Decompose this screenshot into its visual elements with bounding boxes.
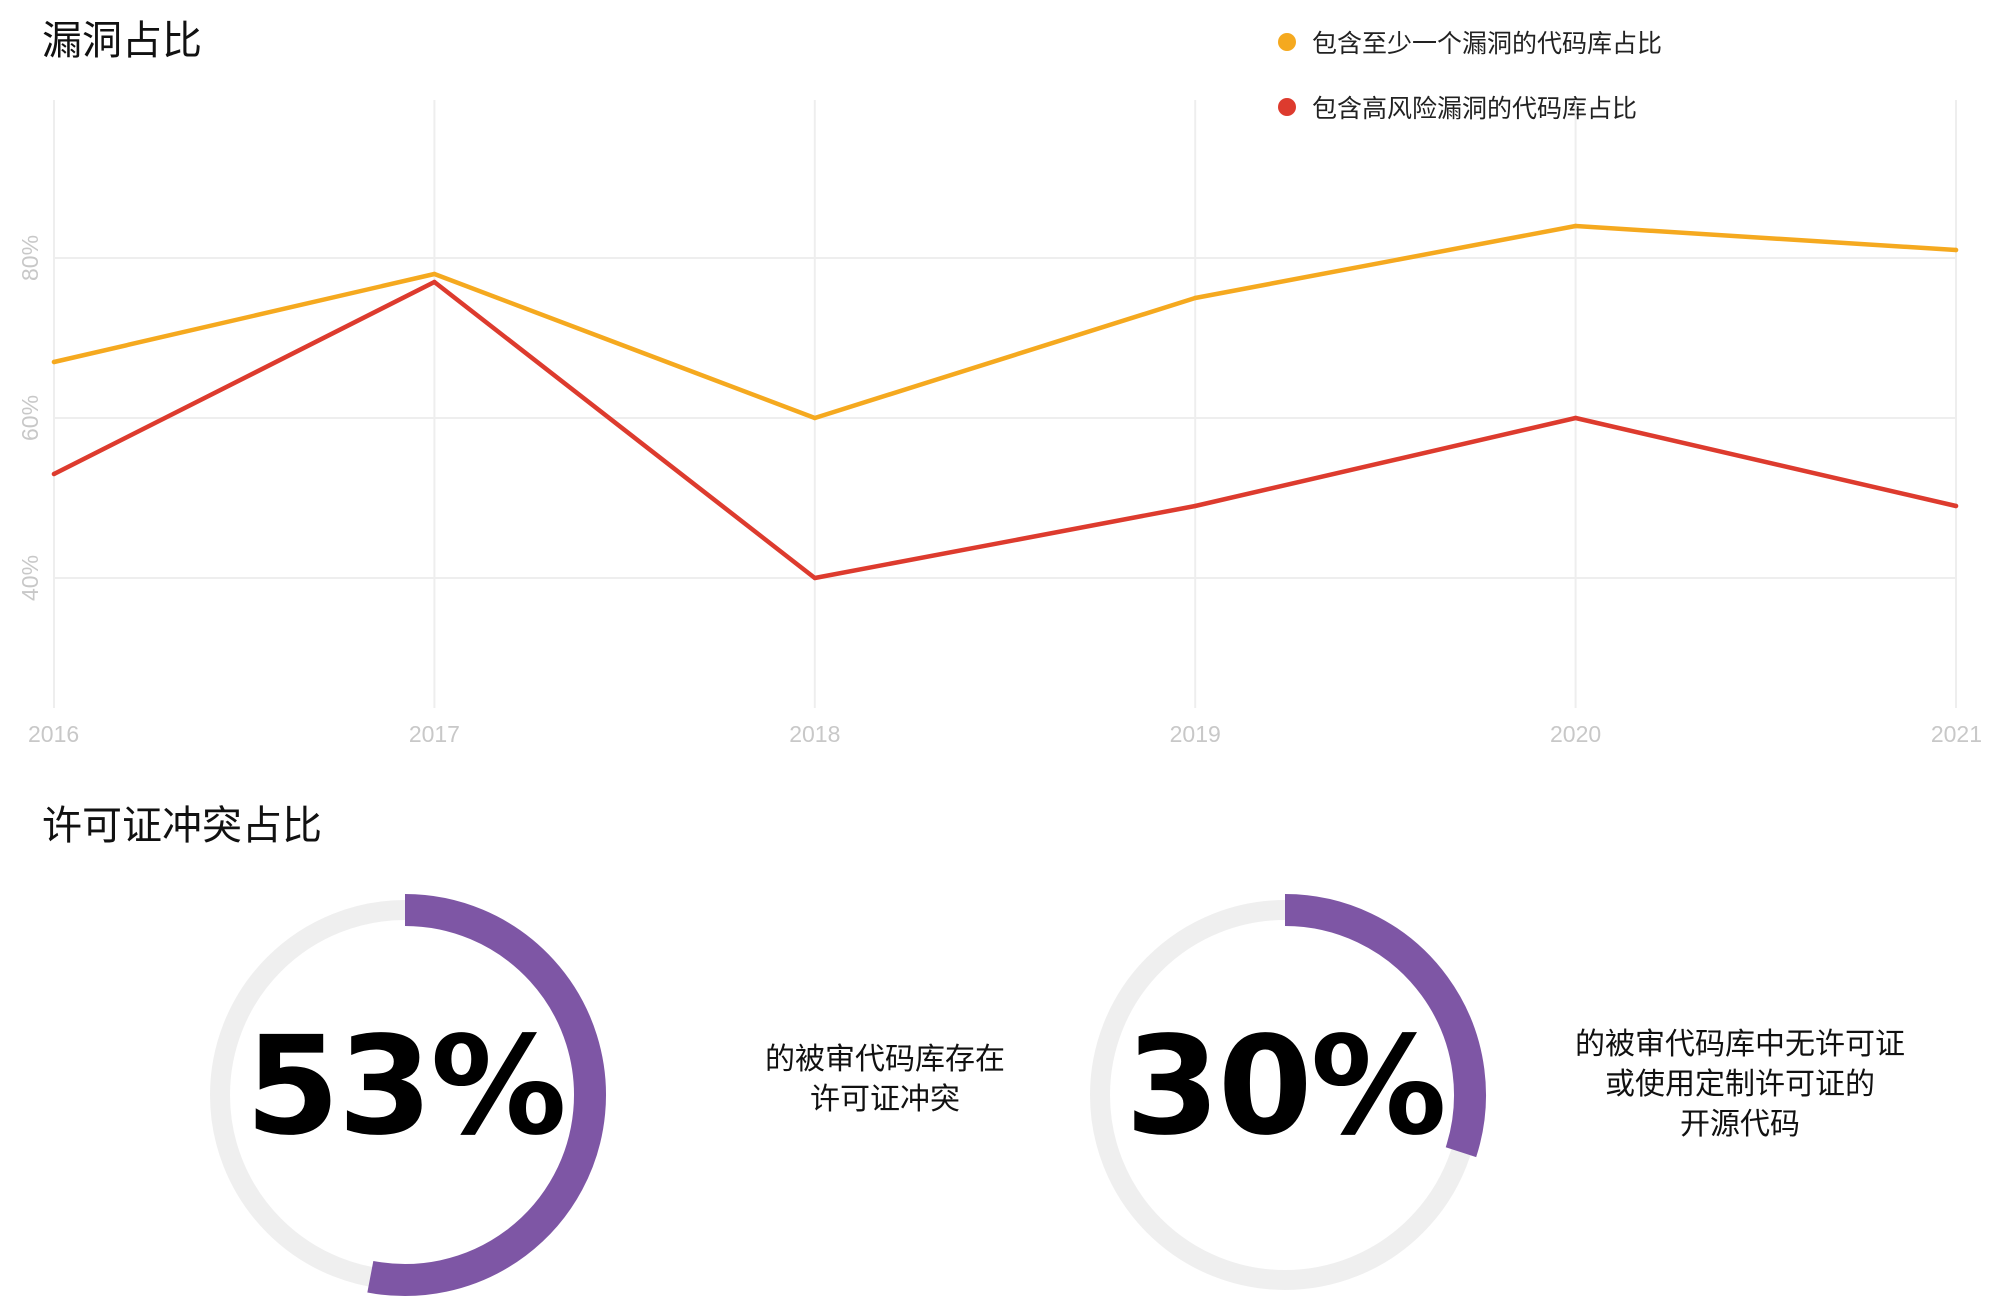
data-point-0 (432, 271, 437, 277)
y-tick-label: 80% (17, 235, 43, 281)
legend-label-high-risk: 包含高风险漏洞的代码库占比 (1312, 94, 1638, 123)
series-line-0 (51, 223, 1959, 421)
data-point-0 (1573, 223, 1578, 229)
data-point-1 (51, 471, 57, 477)
donut-chart-conflict (210, 894, 606, 1296)
vulnerability-chart-title: 漏洞占比 (42, 18, 202, 64)
donut-caption-conflict: 的被审代码库存在 许可证冲突 (765, 1042, 1005, 1117)
legend-dot-yellow-icon (1278, 33, 1296, 51)
data-point-1 (432, 279, 437, 285)
donut-arc (367, 894, 606, 1296)
y-tick-label: 40% (17, 555, 43, 601)
legend-label-any-vulnerability: 包含至少一个漏洞的代码库占比 (1312, 29, 1663, 58)
donut-caption-no-license: 的被审代码库中无许可证 或使用定制许可证的 开源代码 (1575, 1027, 1905, 1142)
data-point-1 (1193, 503, 1198, 509)
data-point-0 (812, 415, 817, 421)
donut-value-conflict: 53% (245, 1008, 567, 1166)
legend-item-high-risk: 包含高风险漏洞的代码库占比 (1278, 87, 1662, 127)
data-point-0 (51, 359, 57, 365)
chart-legend: 包含至少一个漏洞的代码库占比 包含高风险漏洞的代码库占比 (1278, 22, 1662, 152)
x-tick-label: 2020 (1550, 721, 1601, 747)
data-point-1 (1953, 503, 1959, 509)
y-tick-label: 60% (17, 395, 43, 441)
series-line-1 (51, 279, 1959, 581)
license-section-title: 许可证冲突占比 (42, 803, 322, 849)
data-point-0 (1193, 295, 1198, 301)
x-tick-label: 2021 (1931, 721, 1982, 747)
legend-dot-red-icon (1278, 98, 1296, 116)
vulnerability-line-chart: 2016 2017 2018 2019 2020 2021 40% 60% 80% (17, 100, 1982, 747)
data-point-1 (812, 575, 817, 581)
x-tick-label: 2016 (28, 721, 79, 747)
legend-item-any-vulnerability: 包含至少一个漏洞的代码库占比 (1278, 22, 1662, 62)
data-point-0 (1953, 247, 1959, 253)
x-tick-label: 2018 (789, 721, 840, 747)
donut-value-no-license: 30% (1125, 1008, 1447, 1166)
donut-block-no-license: 30% 的被审代码库中无许可证 或使用定制许可证的 开源代码 (1080, 880, 1980, 1313)
donut-arc (1284, 894, 1486, 1158)
donut-chart-no-license (1090, 894, 1486, 1290)
donut-block-conflict: 53% 的被审代码库存在 许可证冲突 (205, 880, 1185, 1313)
data-point-1 (1573, 415, 1578, 421)
x-tick-label: 2017 (409, 721, 460, 747)
x-tick-label: 2019 (1170, 721, 1221, 747)
